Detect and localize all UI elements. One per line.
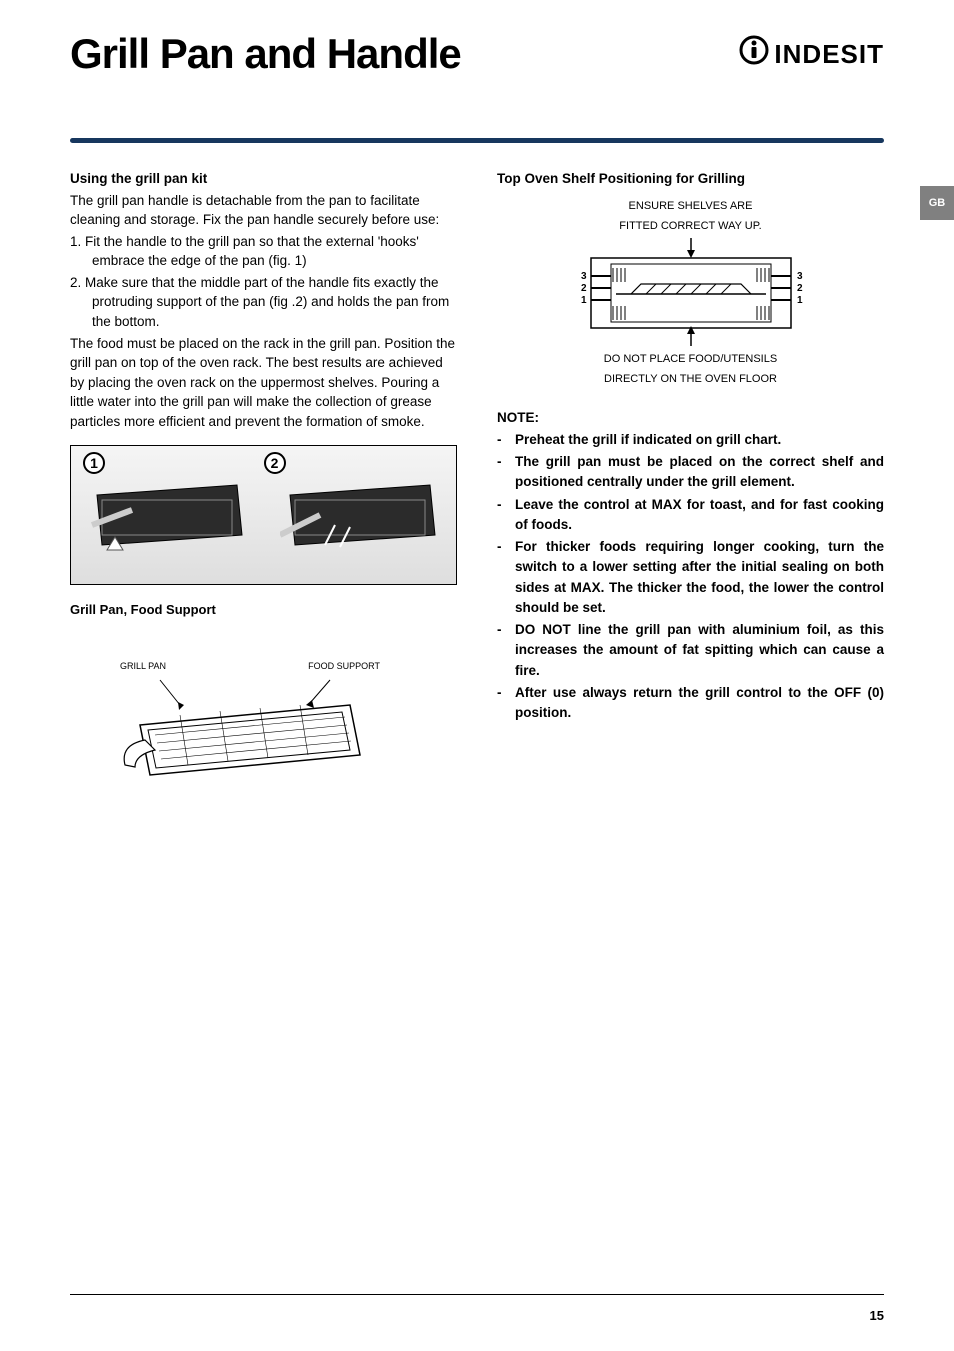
brand-text: INDESIT — [774, 39, 884, 70]
grill-pan-figure: 1 2 — [70, 445, 457, 585]
shelf-right-1: 1 — [797, 295, 803, 306]
oven-text-top-2: FITTED CORRECT WAY UP. — [561, 219, 821, 235]
left-intro: The grill pan handle is detachable from … — [70, 191, 457, 230]
left-body: The food must be placed on the rack in t… — [70, 334, 457, 432]
right-column: Top Oven Shelf Positioning for Grilling … — [497, 169, 884, 801]
oven-text-top-1: ENSURE SHELVES ARE — [561, 199, 821, 215]
oven-diagram: ENSURE SHELVES ARE FITTED CORRECT WAY UP… — [561, 199, 821, 389]
step-1: 1. Fit the handle to the grill pan so th… — [70, 232, 457, 271]
note-item: -After use always return the grill contr… — [497, 683, 884, 724]
shelf-left-3: 3 — [581, 271, 587, 282]
shelf-left-2: 2 — [581, 283, 587, 294]
page-title: Grill Pan and Handle — [70, 30, 461, 78]
grill-pan-sketch-2 — [280, 465, 440, 565]
food-support-label: FOOD SUPPORT — [308, 660, 380, 673]
oven-svg: 3 2 1 3 2 1 — [561, 238, 821, 348]
note-item: -Preheat the grill if indicated on grill… — [497, 430, 884, 450]
caption-1: Grill Pan, Food Support — [70, 601, 457, 620]
oven-text-bottom-2: DIRECTLY ON THE OVEN FLOOR — [561, 372, 821, 388]
note-list: -Preheat the grill if indicated on grill… — [497, 430, 884, 724]
grill-pan-image: 1 2 — [70, 445, 457, 585]
shelf-right-3: 3 — [797, 271, 803, 282]
shelf-right-2: 2 — [797, 283, 803, 294]
grill-pan-sketch-1 — [87, 465, 247, 565]
brand-info-icon — [738, 34, 770, 74]
food-support-sketch — [120, 675, 380, 795]
figure-badge-2: 2 — [264, 452, 286, 474]
language-tab: GB — [920, 186, 954, 220]
header: Grill Pan and Handle INDESIT — [70, 30, 884, 78]
grill-pan-label: GRILL PAN — [120, 660, 166, 673]
note-item: -The grill pan must be placed on the cor… — [497, 452, 884, 493]
shelf-left-1: 1 — [581, 295, 587, 306]
footer-rule — [70, 1294, 884, 1295]
left-heading: Using the grill pan kit — [70, 169, 457, 189]
note-heading: NOTE: — [497, 408, 884, 428]
note-item: -For thicker foods requiring longer cook… — [497, 537, 884, 618]
page-number: 15 — [870, 1308, 884, 1323]
note-item: -Leave the control at MAX for toast, and… — [497, 495, 884, 536]
note-item: -DO NOT line the grill pan with aluminiu… — [497, 620, 884, 681]
brand-logo: INDESIT — [738, 34, 884, 74]
step-2: 2. Make sure that the middle part of the… — [70, 273, 457, 332]
left-column: Using the grill pan kit The grill pan ha… — [70, 169, 457, 801]
horizontal-rule — [70, 138, 884, 143]
oven-text-bottom-1: DO NOT PLACE FOOD/UTENSILS — [561, 352, 821, 368]
content-columns: Using the grill pan kit The grill pan ha… — [70, 169, 884, 801]
right-heading: Top Oven Shelf Positioning for Grilling — [497, 169, 884, 189]
food-support-figure: GRILL PAN FOOD SUPPORT — [120, 660, 380, 801]
